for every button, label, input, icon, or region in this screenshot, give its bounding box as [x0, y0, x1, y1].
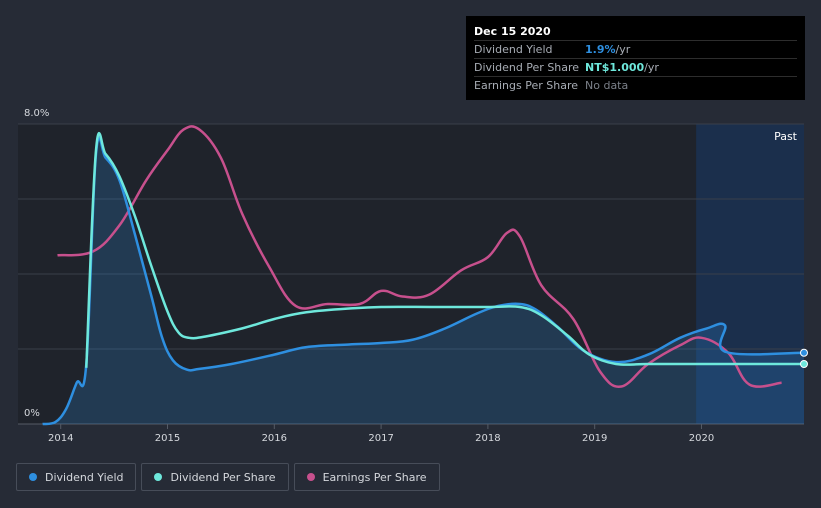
x-axis: 2014 2015 2016 2017 2018 2019 2020 [48, 424, 714, 444]
legend-dot-icon [154, 473, 163, 481]
legend-label: Earnings Per Share [322, 470, 427, 484]
x-tick-label: 2017 [368, 433, 393, 444]
tooltip-suffix: /yr [615, 43, 631, 56]
x-tick-label: 2020 [689, 433, 714, 444]
y-axis-top-label: 8.0% [24, 108, 49, 119]
dividend-yield-end-marker[interactable] [800, 348, 808, 357]
tooltip-suffix: /yr [644, 61, 659, 74]
tooltip-value: 1.9% [585, 43, 616, 56]
past-label: Past [774, 130, 798, 143]
dividend-yield-area [42, 137, 805, 424]
tooltip-row-dividend-yield: Dividend Yield 1.9% /yr [474, 41, 797, 59]
tooltip: Dec 15 2020 Dividend Yield 1.9% /yr Divi… [466, 16, 805, 100]
tooltip-label: Dividend Per Share [474, 61, 580, 74]
tooltip-label: Dividend Yield [474, 43, 553, 56]
tooltip-row-earnings-per-share: Earnings Per Share No data [474, 77, 797, 94]
x-tick-label: 2019 [582, 433, 607, 444]
tooltip-date: Dec 15 2020 [474, 23, 797, 41]
legend: Dividend Yield Dividend Per Share Earnin… [16, 463, 440, 491]
y-axis-bottom-label: 0% [24, 408, 40, 419]
legend-dot-icon [306, 473, 315, 481]
tooltip-value: NT$1.000 [585, 61, 645, 74]
legend-label: Dividend Yield [45, 470, 124, 484]
tooltip-row-dividend-per-share: Dividend Per Share NT$1.000 /yr [474, 59, 797, 77]
tooltip-value: No data [585, 79, 629, 92]
x-tick-label: 2018 [475, 433, 500, 444]
x-tick-label: 2014 [48, 433, 73, 444]
legend-label: Dividend Per Share [170, 470, 276, 484]
dividend-per-share-line [85, 131, 805, 368]
x-tick-label: 2015 [155, 433, 180, 444]
legend-item-dividend-per-share[interactable]: Dividend Per Share [141, 463, 289, 491]
legend-item-earnings-per-share[interactable]: Earnings Per Share [293, 463, 440, 491]
x-tick-label: 2016 [262, 433, 287, 444]
earnings-per-share-line [57, 125, 782, 388]
tooltip-label: Earnings Per Share [474, 79, 579, 92]
dividend-per-share-end-marker[interactable] [800, 360, 808, 368]
legend-dot-icon [29, 473, 37, 481]
legend-item-dividend-yield[interactable]: Dividend Yield [16, 463, 137, 491]
